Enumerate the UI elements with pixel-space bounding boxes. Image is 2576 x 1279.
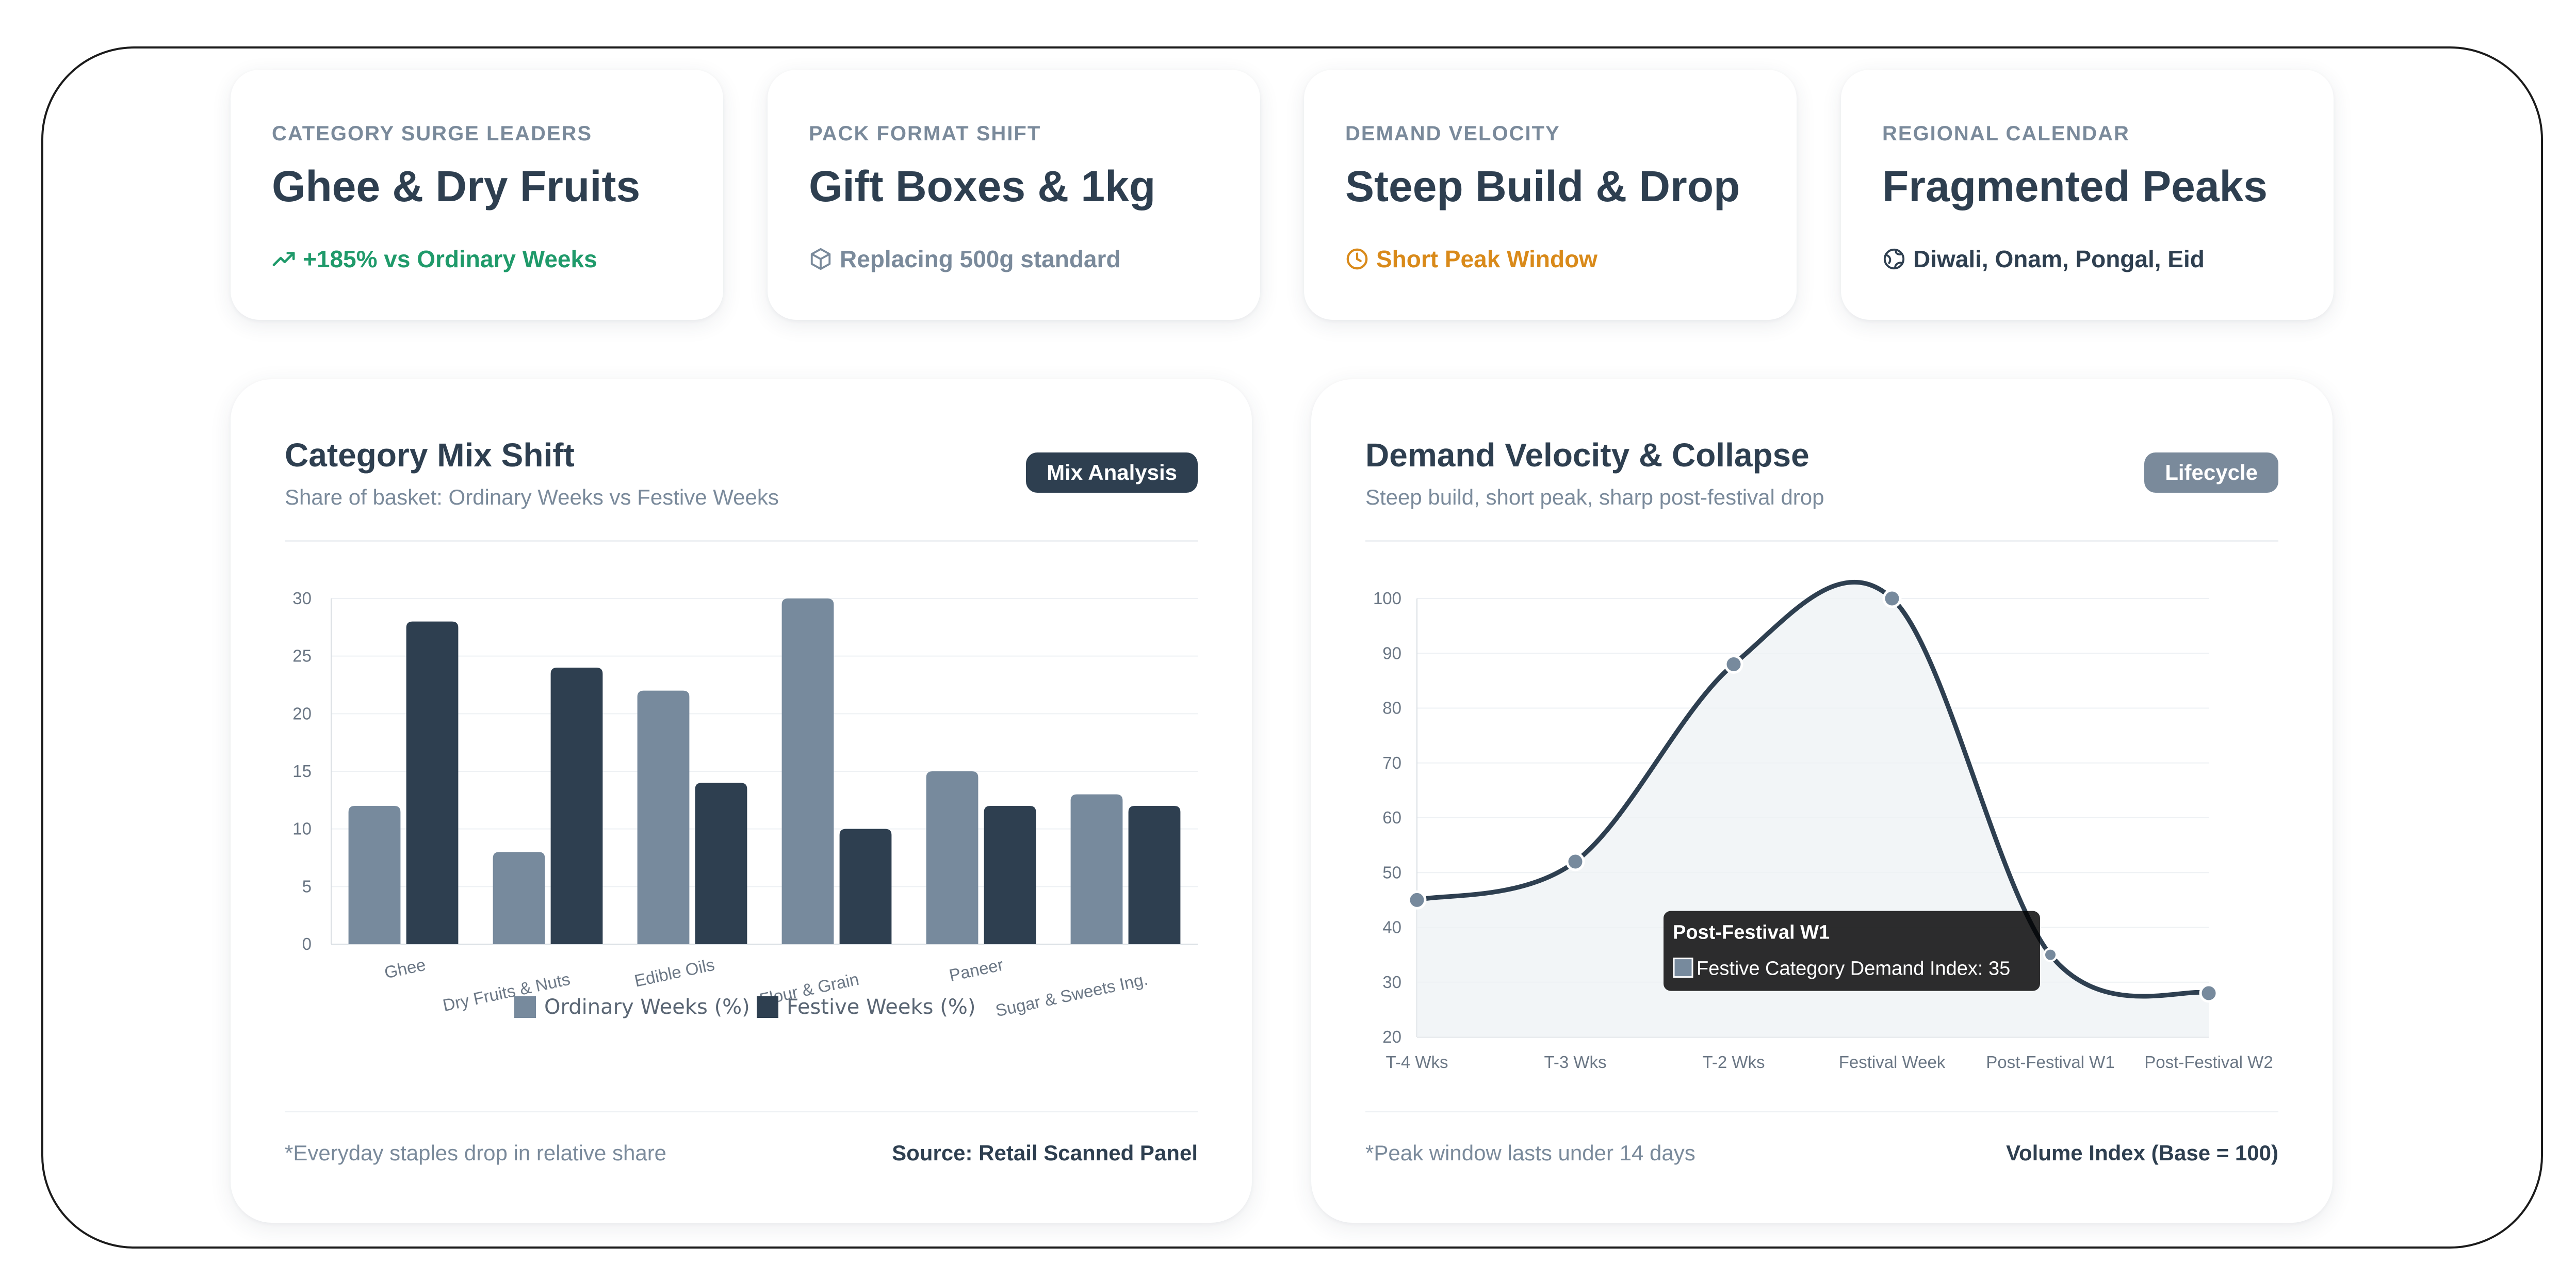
card-source: Volume Index (Base = 100)	[2006, 1141, 2278, 1165]
y-tick-label: 40	[1382, 918, 1401, 937]
header-divider	[1365, 540, 2278, 542]
kpi-label: PACK FORMAT SHIFT	[809, 122, 1041, 145]
mix-analysis-badge: Mix Analysis	[1026, 452, 1198, 493]
x-tick-label: T-2 Wks	[1703, 1053, 1765, 1072]
globe-icon	[1883, 248, 1905, 270]
kpi-value: Fragmented Peaks	[1882, 162, 2268, 211]
legend-label: Ordinary Weeks (%)	[544, 995, 750, 1019]
x-tick-label: Paneer	[948, 955, 1005, 985]
kpi-value: Gift Boxes & 1kg	[809, 162, 1156, 211]
bar-ordinary	[637, 690, 690, 944]
y-tick-label: 70	[1382, 753, 1401, 772]
kpi-card-regional-calendar: REGIONAL CALENDAR Fragmented Peaks Diwal…	[1841, 70, 2334, 320]
x-tick-label: Post-Festival W2	[2144, 1053, 2273, 1072]
card-title: Category Mix Shift	[285, 436, 575, 474]
kpi-sub: Diwali, Onam, Pongal, Eid	[1882, 245, 2205, 273]
x-tick-label: Sugar & Sweets Ing.	[993, 969, 1149, 1021]
bar-festive	[406, 621, 459, 944]
legend-swatch	[514, 996, 536, 1018]
kpi-label: DEMAND VELOCITY	[1345, 122, 1560, 145]
kpi-sub: Replacing 500g standard	[809, 245, 1121, 273]
header-divider	[285, 540, 1198, 542]
tooltip-title: Post-Festival W1	[1673, 922, 1830, 944]
line-chart: 20 30 40 50 60 70 80 90 100 T-4 Wks T-3 Wks T-2 Wks…	[1373, 579, 2273, 1072]
kpi-sub-text: Short Peak Window	[1376, 246, 1597, 272]
y-tick-label: 25	[292, 646, 312, 666]
y-tick-label: 50	[1382, 863, 1401, 882]
bar-festive	[550, 668, 603, 944]
x-tick-label: T-4 Wks	[1386, 1053, 1448, 1072]
footer-divider	[1365, 1111, 2278, 1112]
bar-festive	[984, 806, 1036, 944]
y-tick-label: 100	[1373, 589, 1401, 608]
card-footnote: *Peak window lasts under 14 days	[1365, 1141, 1695, 1165]
y-tick-label: 90	[1382, 643, 1401, 662]
data-point	[1566, 852, 1585, 871]
legend-swatch	[757, 996, 778, 1018]
x-tick-label: Edible Oils	[632, 955, 716, 991]
lifecycle-badge: Lifecycle	[2144, 452, 2278, 493]
x-tick-label: Festival Week	[1839, 1053, 1946, 1072]
kpi-label: REGIONAL CALENDAR	[1882, 122, 2130, 145]
data-point	[1724, 655, 1743, 674]
bar-ordinary	[781, 598, 834, 944]
footer-divider	[285, 1111, 1198, 1112]
kpi-sub: +185% vs Ordinary Weeks	[272, 245, 597, 273]
kpi-card-category-surge: CATEGORY SURGE LEADERS Ghee & Dry Fruits…	[231, 70, 723, 320]
bar-ordinary	[348, 806, 401, 944]
tooltip-box	[1664, 911, 2040, 991]
kpi-label: CATEGORY SURGE LEADERS	[272, 122, 593, 145]
category-mix-card: Category Mix Shift Share of basket: Ordi…	[231, 379, 1252, 1223]
kpi-sub-text: +185% vs Ordinary Weeks	[303, 246, 597, 272]
y-tick-label: 60	[1382, 808, 1401, 827]
x-tick-label: T-3 Wks	[1544, 1053, 1607, 1072]
card-subtitle: Steep build, short peak, sharp post-fest…	[1365, 485, 1824, 509]
card-title: Demand Velocity & Collapse	[1365, 436, 1809, 474]
card-source: Source: Retail Scanned Panel	[892, 1141, 1198, 1165]
card-footnote: *Everyday staples drop in relative share	[285, 1141, 667, 1165]
tooltip-swatch	[1673, 958, 1693, 978]
trend-up-icon	[272, 252, 295, 266]
kpi-card-demand-velocity: DEMAND VELOCITY Steep Build & Drop Short…	[1304, 70, 1797, 320]
bar-festive	[1128, 806, 1181, 944]
data-point	[1882, 589, 1902, 608]
data-point-hovered	[2043, 947, 2058, 962]
box-icon	[810, 248, 831, 270]
kpi-card-pack-format: PACK FORMAT SHIFT Gift Boxes & 1kg Repla…	[768, 70, 1260, 320]
y-tick-label: 0	[302, 934, 312, 953]
legend-label: Festive Weeks (%)	[787, 995, 975, 1019]
bar-festive	[695, 783, 747, 944]
y-tick-label: 10	[292, 819, 312, 838]
bar-ordinary	[926, 771, 979, 944]
kpi-sub-text: Replacing 500g standard	[840, 246, 1121, 272]
x-tick-label: Post-Festival W1	[1986, 1053, 2114, 1072]
bar-ordinary	[493, 852, 545, 944]
tooltip-body: Festive Category Demand Index: 35	[1697, 958, 2010, 980]
demand-velocity-card: Demand Velocity & Collapse Steep build, …	[1311, 379, 2333, 1223]
y-tick-label: 80	[1382, 699, 1401, 718]
data-point	[2199, 983, 2219, 1003]
y-tick-label: 5	[302, 877, 312, 896]
bar-festive	[839, 829, 892, 944]
x-tick-label: Ghee	[383, 955, 428, 982]
kpi-sub-text: Diwali, Onam, Pongal, Eid	[1913, 246, 2205, 272]
kpi-value: Ghee & Dry Fruits	[272, 162, 641, 211]
card-subtitle: Share of basket: Ordinary Weeks vs Festi…	[285, 485, 779, 509]
data-point	[1407, 890, 1427, 910]
y-tick-label: 30	[1382, 973, 1401, 992]
kpi-sub: Short Peak Window	[1345, 245, 1597, 273]
y-tick-label: 20	[1382, 1027, 1401, 1046]
bar-ordinary	[1070, 794, 1123, 944]
y-tick-label: 20	[292, 704, 312, 723]
clock-icon	[1346, 248, 1368, 270]
y-tick-label: 15	[292, 762, 312, 781]
y-tick-label: 30	[292, 589, 312, 608]
kpi-value: Steep Build & Drop	[1345, 162, 1740, 211]
